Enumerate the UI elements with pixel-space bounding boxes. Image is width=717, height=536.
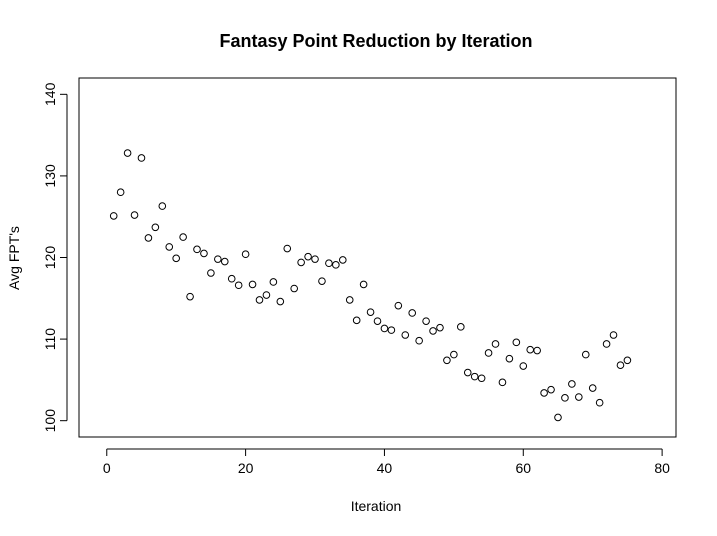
data-point — [227, 274, 236, 283]
data-point — [116, 188, 125, 197]
data-point — [581, 350, 590, 359]
data-point — [297, 258, 305, 267]
data-point — [269, 278, 278, 286]
data-point — [318, 277, 326, 285]
data-point — [144, 234, 153, 242]
data-point — [470, 372, 479, 381]
x-tick-label: 40 — [377, 460, 393, 476]
x-axis-label: Iteration — [351, 498, 402, 514]
data-point — [380, 324, 389, 333]
data-point — [332, 261, 340, 269]
data-point — [311, 255, 319, 263]
y-tick-label: 120 — [42, 246, 58, 270]
data-point — [109, 212, 118, 220]
data-point — [602, 340, 611, 348]
data-point — [234, 281, 243, 290]
data-point — [623, 356, 632, 365]
data-point — [491, 340, 500, 348]
y-axis: 100 110 120 130 140 — [42, 82, 68, 433]
data-point — [588, 384, 597, 392]
data-point — [248, 280, 257, 289]
data-point — [366, 308, 375, 316]
data-point — [595, 398, 604, 407]
data-point — [338, 256, 347, 264]
data-point — [547, 385, 555, 394]
data-point — [526, 345, 535, 354]
data-point — [345, 296, 354, 304]
data-point — [255, 296, 264, 304]
data-point — [533, 346, 541, 355]
x-axis: 0 20 40 60 80 — [103, 448, 670, 476]
data-point — [359, 280, 368, 289]
data-point — [304, 252, 312, 261]
data-point — [200, 249, 208, 258]
data-point — [512, 338, 521, 347]
data-point — [463, 368, 472, 377]
data-point — [241, 250, 250, 259]
data-point — [484, 349, 493, 357]
data-point — [220, 257, 229, 266]
plot-frame — [78, 77, 677, 438]
y-tick-label: 110 — [42, 328, 58, 351]
data-point — [137, 154, 146, 162]
x-tick-label: 0 — [103, 460, 111, 476]
x-tick-label: 80 — [654, 460, 670, 476]
data-point — [373, 317, 382, 325]
data-point — [457, 323, 465, 331]
data-point — [422, 317, 430, 325]
data-point — [387, 326, 396, 334]
data-point — [540, 389, 548, 397]
data-point — [436, 323, 444, 332]
data-point — [401, 331, 410, 339]
data-point — [616, 361, 625, 370]
data-point — [207, 269, 215, 277]
data-point — [575, 393, 583, 401]
y-axis-label: Avg FPT's — [6, 226, 22, 290]
data-point — [193, 245, 201, 254]
y-tick-label: 140 — [42, 82, 58, 106]
data-point — [186, 292, 194, 301]
x-tick-label: 60 — [515, 460, 531, 476]
data-point — [609, 331, 618, 339]
y-tick-label: 100 — [42, 409, 58, 433]
x-tick-label: 20 — [238, 460, 254, 476]
data-point — [130, 211, 139, 219]
data-point — [394, 301, 403, 310]
data-point — [408, 309, 417, 317]
data-point — [443, 356, 451, 365]
data-point — [477, 374, 486, 383]
data-point — [429, 327, 437, 335]
data-point — [179, 233, 187, 241]
data-point — [290, 284, 298, 293]
data-point — [151, 223, 160, 232]
data-point — [561, 394, 569, 402]
data-point — [519, 362, 528, 370]
data-point — [325, 259, 333, 268]
data-point — [283, 244, 292, 253]
data-point — [276, 297, 285, 306]
data-point — [352, 316, 361, 325]
data-point — [450, 350, 458, 359]
data-point — [568, 380, 576, 388]
data-point — [262, 291, 271, 299]
data-point — [172, 254, 180, 263]
data-point — [158, 202, 167, 210]
data-point — [415, 336, 423, 345]
data-point — [123, 149, 132, 157]
data-point — [554, 413, 562, 422]
data-point — [214, 255, 222, 263]
chart-title: Fantasy Point Reduction by Iteration — [219, 31, 532, 51]
y-tick-label: 130 — [42, 164, 58, 188]
data-points — [109, 149, 632, 422]
data-point — [505, 354, 514, 363]
data-point — [165, 243, 174, 251]
data-point — [498, 378, 507, 387]
